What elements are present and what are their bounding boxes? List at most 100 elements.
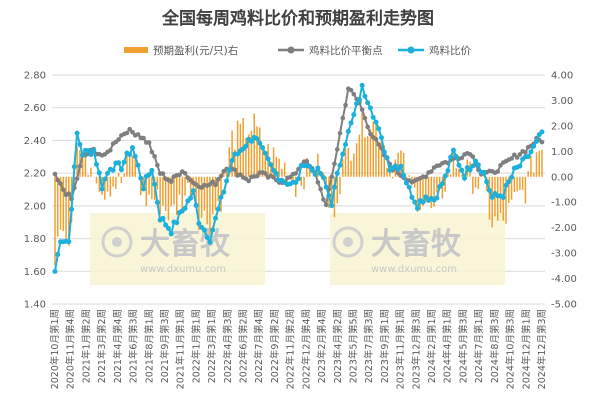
ratio-point (55, 251, 61, 257)
left-axis: 1.40 1.60 1.80 2.00 2.20 2.40 2.60 2.80 (24, 71, 46, 311)
profit-bar (225, 170, 228, 177)
ratio-point (307, 163, 313, 169)
profit-bar (228, 147, 231, 177)
profit-bar (372, 121, 374, 177)
ratio-point (168, 231, 174, 237)
right-tick-label: 2.00 (551, 121, 573, 132)
profit-bar (59, 176, 62, 230)
x-tick-label: 2024年12月第1周 (520, 309, 532, 389)
x-tick-label: 2024年5月第3周 (457, 309, 469, 383)
ratio-point (473, 158, 479, 164)
x-tick-label: 2022年12月第4周 (300, 309, 312, 389)
balance-point (321, 197, 326, 202)
profit-bar (375, 123, 377, 177)
profit-bar (250, 130, 253, 177)
ratio-point (354, 101, 360, 107)
balance-point (246, 178, 251, 184)
profit-bar (214, 176, 217, 211)
profit-bar (308, 167, 311, 177)
ratio-point (348, 120, 354, 126)
x-tick-label: 2021年8月第1周 (143, 309, 155, 383)
ratio-point (409, 194, 415, 200)
profit-bar (200, 176, 203, 218)
ratio-point (152, 181, 158, 187)
ratio-point (381, 149, 387, 155)
balance-point (293, 171, 299, 176)
ratio-point (439, 181, 445, 187)
legend-marker-ratio (407, 46, 415, 54)
watermark-right: 大畜牧 www.dxumu.com (330, 213, 505, 285)
profit-bar (156, 176, 159, 190)
ratio-point (370, 114, 376, 120)
x-tick-label: 2024年4月第1周 (442, 309, 454, 383)
profit-bar (247, 134, 250, 177)
x-tick-label: 2021年6月第3周 (128, 309, 140, 383)
balance-point (168, 179, 174, 185)
right-tick-label: -1.00 (551, 198, 577, 209)
ratio-point (85, 148, 91, 154)
ratio-point (182, 205, 188, 211)
balance-point (130, 129, 135, 135)
ratio-point (154, 199, 160, 205)
profit-bar (541, 149, 543, 177)
left-tick-label: 2.20 (24, 169, 46, 180)
balance-point (304, 158, 310, 164)
profit-bar (325, 176, 327, 188)
profit-bar (87, 174, 89, 177)
ratio-series (52, 82, 545, 274)
balance-point (287, 174, 293, 180)
profit-bar (261, 147, 264, 177)
profit-bar (170, 176, 172, 207)
x-tick-label: 2021年4月第4周 (112, 309, 124, 383)
ratio-point (118, 167, 124, 173)
ratio-point (365, 100, 371, 106)
balance-point (459, 155, 465, 161)
profit-bar (234, 149, 236, 177)
profit-bar (496, 176, 499, 221)
x-tick-label: 2020年10月第1周 (49, 309, 61, 389)
ratio-point (99, 186, 105, 192)
left-tick-label: 2.60 (24, 103, 46, 114)
ratio-point (135, 162, 141, 168)
profit-bar (369, 129, 372, 177)
ratio-point (517, 163, 523, 169)
balance-point (238, 172, 243, 177)
balance-point (517, 152, 523, 157)
profit-bar (527, 171, 529, 177)
ratio-point (196, 221, 202, 227)
profit-bar (416, 176, 419, 212)
ratio-point (221, 189, 227, 195)
profit-bar (68, 176, 70, 246)
profit-bar (134, 156, 136, 177)
x-tick-label: 2022年9月第2周 (269, 309, 281, 383)
ratio-point (503, 182, 509, 188)
ratio-point (484, 179, 490, 185)
profit-bar (455, 168, 457, 177)
profit-bar (364, 137, 366, 177)
profit-bar (474, 176, 477, 188)
x-tick-label: 2024年12月第3周 (536, 309, 548, 389)
x-axis: 2020年10月第1周 2020年11月第4周 2021年1月第2周 2021年3月第… (49, 309, 548, 389)
profit-bar (510, 176, 513, 200)
x-tick-label: 2023年11月第1周 (395, 309, 407, 389)
ratio-point (163, 222, 169, 228)
balance-point (315, 180, 321, 185)
profit-bar (195, 176, 197, 207)
balance-point (61, 187, 66, 193)
profit-bar (366, 136, 369, 177)
ratio-point (470, 163, 476, 169)
profit-bar (184, 176, 186, 196)
balance-point (365, 124, 370, 130)
profit-bar (203, 176, 206, 211)
ratio-point (340, 151, 346, 157)
x-tick-label: 2022年6月第2周 (238, 309, 250, 383)
ratio-point (188, 195, 194, 201)
ratio-point (403, 180, 409, 186)
balance-point (348, 87, 354, 93)
profit-bar (391, 176, 394, 179)
balance-point (539, 139, 545, 145)
profit-bar (444, 176, 446, 192)
ratio-point (420, 199, 426, 205)
balance-point (152, 154, 157, 159)
